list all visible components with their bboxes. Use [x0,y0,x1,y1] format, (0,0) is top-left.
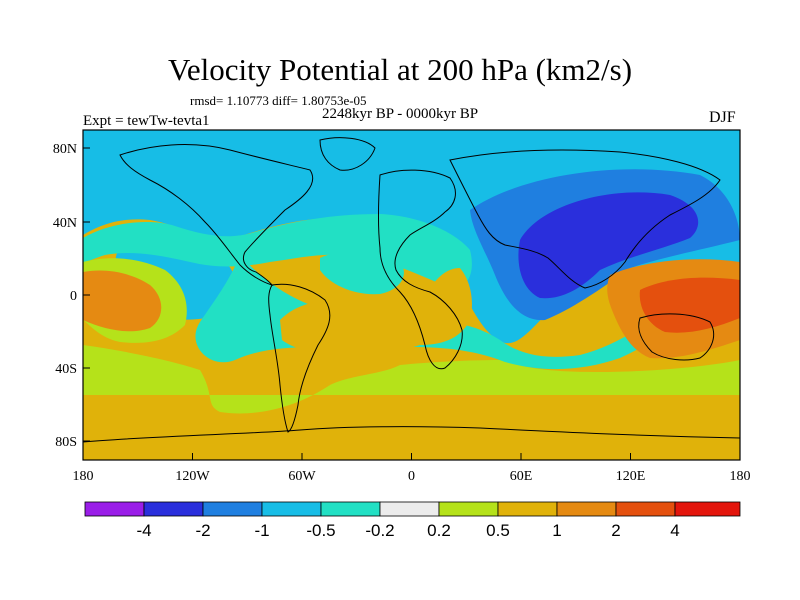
colorbar [84,501,741,517]
colorbar-box-gt-pos4 [674,501,741,517]
contour-region-neg02-atlantic [320,251,404,295]
x-tick-label-60e: 60E [510,469,533,484]
colorbar-label-pos02: 0.2 [427,521,451,540]
x-tick-label-0: 0 [408,469,415,484]
x-tick-labels: 180 120W 60W 0 60E 120E 180 [73,469,751,484]
season-label: DJF [709,109,736,126]
colorbar-box-neg02-pos02 [379,501,440,517]
time-period-label: 2248kyr BP - 0000kyr BP [322,106,479,122]
colorbar-label-neg1: -1 [254,521,269,540]
x-tick-label-60w: 60W [288,469,316,484]
colorbar-box-lt-neg4 [84,501,145,517]
colorbar-labels: -4 -2 -1 -0.5 -0.2 0.2 0.5 1 2 4 [136,521,679,540]
y-tick-label-40s: 40S [55,362,77,377]
coastline-south-america [268,283,331,433]
contour-region-zero-belt-pacific [83,214,472,290]
x-tick-label-120e: 120E [616,469,646,484]
velocity-potential-field [83,130,740,460]
colorbar-label-pos1: 1 [552,521,561,540]
contour-region-neg2-asia [518,192,699,299]
colorbar-box-pos1-pos2 [556,501,617,517]
y-tick-labels: 80N 40N 0 40S 80S [53,142,77,450]
coastline-asia [449,149,721,289]
x-tick-label-180w: 180 [73,469,94,484]
contour-region-pos2-epacific [83,270,162,332]
colorbar-box-pos02-pos05 [438,501,499,517]
colorbar-box-neg1-neg05 [261,501,322,517]
x-axis [82,453,741,460]
colorbar-box-neg05-neg02 [320,501,381,517]
colorbar-label-pos2: 2 [611,521,620,540]
colorbar-box-neg2-neg1 [202,501,263,517]
contour-region-pos02-south [83,345,740,414]
colorbar-box-pos05-pos1 [497,501,558,517]
colorbar-box-neg4-neg2 [143,501,204,517]
coastline-africa-europe [378,169,463,370]
colorbar-box-pos2-pos4 [615,501,676,517]
colorbar-label-pos05: 0.5 [486,521,510,540]
contour-region-pos4-wpacific [639,277,740,333]
coastlines [83,137,740,443]
x-tick-label-120w: 120W [175,469,210,484]
colorbar-label-pos4: 4 [670,521,679,540]
y-tick-label-40n: 40N [53,216,77,231]
coastline-australia [638,313,715,361]
coastline-greenland [319,137,376,171]
coastline-antarctica [83,426,740,443]
experiment-label: Expt = tewTw-tevta1 [83,113,210,129]
colorbar-label-neg4: -4 [136,521,151,540]
colorbar-label-neg05: -0.5 [306,521,335,540]
coastline-north-america [119,144,313,286]
rmsd-diff-stats: rmsd= 1.10773 diff= 1.80753e-05 [190,93,367,108]
contour-region-pos1-samerica [280,268,472,356]
plot-title: Velocity Potential at 200 hPa (km2/s) [167,52,633,87]
y-tick-label-80s: 80S [55,435,77,450]
y-tick-label-0: 0 [70,289,77,304]
y-axis [83,147,90,442]
colorbar-label-neg2: -2 [195,521,210,540]
x-tick-label-180e: 180 [730,469,751,484]
colorbar-label-neg02: -0.2 [365,521,394,540]
y-tick-label-80n: 80N [53,142,77,157]
